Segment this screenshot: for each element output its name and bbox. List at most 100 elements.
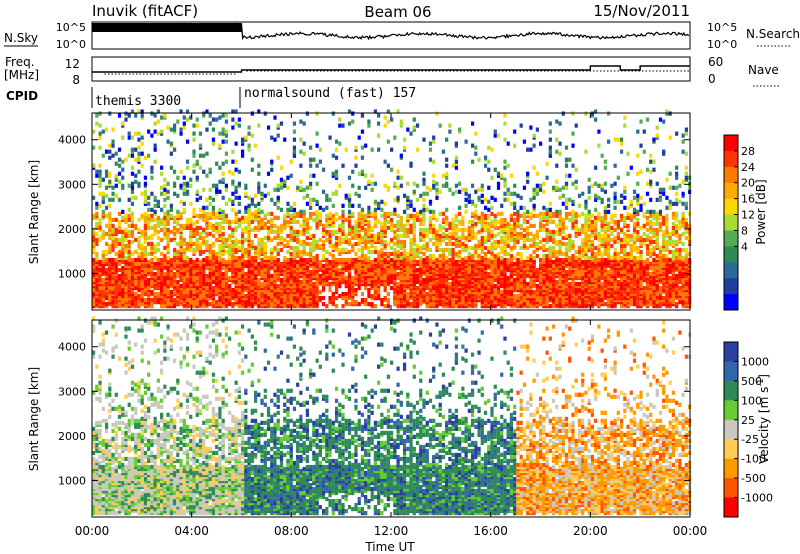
data-cell	[276, 233, 280, 239]
data-cell	[202, 249, 206, 255]
data-cell	[526, 255, 530, 261]
data-cell	[166, 215, 170, 220]
data-cell	[260, 217, 264, 222]
data-cell	[483, 263, 488, 269]
data-cell	[172, 191, 177, 196]
data-cell	[247, 221, 251, 226]
data-cell	[331, 111, 335, 116]
data-cell	[153, 291, 157, 297]
data-cell	[205, 273, 209, 279]
data-cell	[253, 203, 258, 208]
data-cell	[347, 231, 352, 237]
data-cell	[309, 269, 313, 275]
data-cell	[454, 304, 458, 309]
data-cell	[101, 249, 105, 255]
data-cell	[130, 257, 135, 263]
data-cell	[334, 169, 339, 174]
data-cell	[539, 187, 543, 192]
data-cell	[276, 283, 280, 289]
data-cell	[331, 203, 335, 208]
data-cell	[224, 183, 229, 188]
data-cell	[412, 207, 416, 212]
data-cell	[263, 267, 267, 273]
data-cell	[98, 277, 102, 283]
data-cell	[253, 233, 258, 239]
data-cell	[503, 191, 507, 196]
data-cell	[95, 113, 99, 118]
data-cell	[166, 247, 170, 253]
data-cell	[483, 205, 488, 210]
data-cell	[179, 215, 183, 220]
data-cell	[377, 287, 381, 293]
data-cell	[487, 221, 491, 226]
data-cell	[331, 223, 335, 228]
data-cell	[500, 235, 504, 241]
data-cell	[147, 235, 151, 241]
data-cell	[215, 259, 219, 265]
data-cell	[467, 251, 471, 257]
data-cell	[415, 243, 420, 249]
data-cell	[305, 251, 309, 257]
data-cell	[182, 223, 186, 228]
data-cell	[309, 205, 313, 210]
data-cell	[166, 265, 170, 271]
data-cell	[98, 163, 102, 168]
data-cell	[470, 143, 475, 148]
data-cell	[205, 265, 209, 271]
data-cell	[464, 203, 468, 208]
data-cell	[117, 157, 122, 162]
data-cell	[370, 211, 374, 216]
data-cell	[292, 235, 297, 241]
data-cell	[454, 259, 458, 265]
data-cell	[221, 113, 225, 118]
data-cell	[477, 195, 481, 200]
data-cell	[153, 243, 157, 249]
data-cell	[399, 183, 403, 188]
data-cell	[189, 115, 193, 120]
data-cell	[500, 279, 504, 285]
data-cell	[234, 109, 238, 114]
data-cell	[506, 187, 510, 192]
data-cell	[351, 235, 355, 241]
data-cell	[451, 257, 455, 263]
data-cell	[208, 255, 212, 261]
data-cell	[299, 229, 303, 235]
data-cell	[377, 147, 381, 152]
data-cell	[428, 237, 433, 243]
data-cell	[244, 209, 248, 214]
data-cell	[341, 277, 345, 283]
data-cell	[279, 165, 284, 170]
data-cell	[393, 255, 397, 261]
data-cell	[402, 145, 407, 150]
data-cell	[221, 243, 225, 249]
data-cell	[253, 143, 258, 148]
data-cell	[247, 231, 251, 237]
data-cell	[506, 275, 510, 281]
data-cell	[454, 213, 458, 218]
data-cell	[276, 205, 280, 210]
data-cell	[127, 249, 131, 255]
data-cell	[127, 281, 131, 287]
data-cell	[454, 223, 458, 228]
data-cell	[198, 259, 203, 265]
data-cell	[315, 289, 319, 295]
data-cell	[367, 205, 371, 210]
data-cell	[529, 257, 533, 263]
data-cell	[532, 241, 536, 247]
data-cell	[529, 215, 533, 220]
data-cell	[438, 189, 442, 194]
data-cell	[464, 235, 468, 241]
data-cell	[461, 227, 465, 233]
data-cell	[393, 207, 397, 212]
data-cell	[241, 285, 245, 291]
data-cell	[192, 153, 196, 158]
data-cell	[406, 205, 410, 210]
data-cell	[448, 302, 452, 307]
data-cell	[357, 193, 361, 198]
data-cell	[153, 159, 157, 164]
data-cell	[228, 219, 232, 224]
data-cell	[377, 231, 381, 237]
data-cell	[351, 257, 355, 263]
data-cell	[147, 225, 151, 230]
data-cell	[231, 302, 235, 307]
